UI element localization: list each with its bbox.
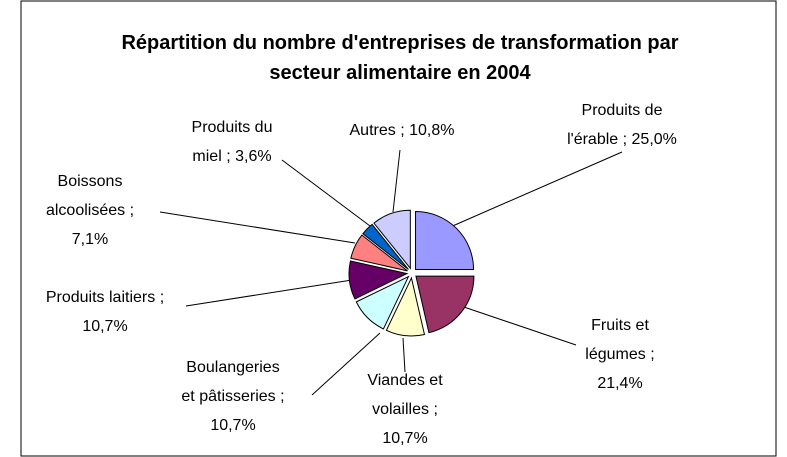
leader-line [311,332,381,396]
label-value: 21,4% [597,375,643,392]
pie-slice [350,234,408,272]
label-separator: ; [622,131,628,148]
label-separator: ; [226,148,231,165]
label-separator: ; [400,122,405,139]
label-category: Autres [349,122,396,139]
leader-line [281,159,371,227]
label-separator: ; [129,202,135,219]
label-separator: ; [159,289,165,306]
data-label: Produits du miel ; 3,6% [182,113,282,171]
chart-title: Répartition du nombre d'entreprises de t… [121,32,679,84]
label-separator: ; [280,388,285,405]
pie-slice [415,210,475,270]
pie-slice [362,223,409,270]
label-category: Produits laitiers [45,289,156,306]
pie-slice [415,275,475,334]
data-label: Produits de l'érable ; 25,0% [555,96,690,154]
label-value: 25,0% [631,131,677,148]
data-label: Fruits et légumes ; 21,4% [579,311,661,398]
label-value: 10,7% [382,430,428,447]
label-value: 10,7% [210,417,256,434]
label-value: 10,7% [82,318,128,335]
leader-line [447,151,623,229]
label-category: Boissons alcoolisées [45,173,126,219]
leader-line [402,337,406,373]
pie-slice [385,276,426,337]
label-separator: ; [433,401,438,418]
pie-slice [373,209,411,270]
data-label: Boulangeries et pâtisseries ; 10,7% [179,353,288,440]
data-label: Viandes et volailles ; 10,7% [350,366,460,453]
leader-line [392,149,401,213]
label-category: Boulangeries et pâtisseries [181,359,280,405]
data-label: Produits laitiers ; 10,7% [44,283,166,341]
data-label: Boissons alcoolisées ; 7,1% [43,167,138,254]
label-value: 10,8% [409,122,455,139]
label-category: Produits de l'érable [567,102,663,148]
leader-line [185,279,353,307]
data-label: Autres ; 10,8% [302,116,502,145]
leader-lines [159,149,623,396]
pie-slice [355,275,410,330]
label-category: Fruits et légumes [585,317,649,363]
label-value: 3,6% [235,148,272,165]
label-separator: ; [650,346,655,363]
label-value: 7,1% [71,231,109,248]
label-category: Produits du miel [191,119,273,165]
leader-line [457,304,577,346]
pie-slice [348,260,409,300]
label-category: Viandes et volailles [367,372,443,418]
leader-line [159,211,356,244]
pie [348,209,475,337]
